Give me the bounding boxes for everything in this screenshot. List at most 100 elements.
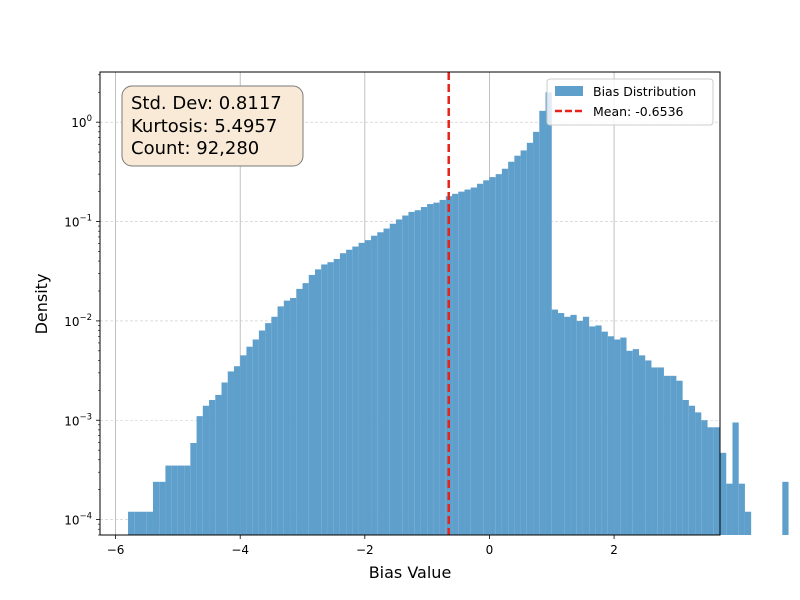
histogram-bar — [701, 420, 708, 535]
histogram-bar — [395, 219, 403, 535]
histogram-bar — [271, 316, 278, 535]
y-axis-title: Density — [32, 274, 51, 335]
legend: Bias Distribution Mean: -0.6536 — [546, 78, 714, 126]
histogram-bar — [177, 465, 185, 535]
histogram-bar — [414, 210, 421, 535]
histogram-bar — [526, 142, 534, 536]
histogram-bar — [508, 161, 515, 535]
histogram-bar — [695, 412, 702, 535]
x-tick-label: −4 — [231, 543, 249, 557]
histogram-bar — [277, 306, 284, 535]
histogram-bar — [476, 183, 484, 535]
histogram-bar — [333, 258, 340, 535]
histogram-bar — [258, 330, 266, 535]
histogram-bar — [364, 240, 372, 535]
histogram-bar — [427, 204, 434, 536]
histogram-bar — [638, 355, 646, 535]
stats-count: Count: 92,280 — [131, 138, 259, 159]
y-tick-label: 10−3 — [64, 412, 92, 428]
histogram-bar — [146, 511, 153, 535]
plot-frame — [99, 71, 721, 536]
histogram-bar — [551, 309, 558, 535]
histogram-bar — [240, 355, 247, 535]
histogram-bar — [707, 427, 714, 535]
histogram-bar — [458, 191, 465, 535]
histogram-bar — [439, 199, 446, 535]
stats-box-background — [121, 85, 304, 167]
histogram-bar — [209, 399, 216, 535]
histogram-bar — [327, 262, 334, 535]
histogram-bar — [470, 187, 477, 536]
histogram-bar — [215, 394, 222, 535]
histogram-bar — [657, 367, 664, 535]
histogram-bar — [601, 331, 608, 535]
histogram-bar — [632, 349, 639, 535]
histogram-bar — [265, 323, 272, 535]
histogram-bar — [595, 325, 602, 535]
histogram-bar — [676, 380, 683, 535]
y-tick-label: 10−2 — [64, 313, 92, 329]
histogram-bar — [539, 110, 546, 535]
histogram-bar — [738, 483, 745, 535]
histogram-bar — [321, 264, 328, 535]
histogram-bar — [202, 405, 210, 535]
histogram-bar — [352, 246, 359, 535]
histogram-bar — [408, 211, 415, 536]
histogram-bar — [514, 155, 521, 535]
stats-kurtosis: Kurtosis: 5.4957 — [131, 116, 277, 137]
histogram-bar — [570, 314, 577, 535]
histogram-bar — [371, 235, 378, 535]
histogram-bar — [184, 465, 191, 535]
histogram-bar — [651, 367, 658, 535]
histogram-bar — [190, 443, 197, 535]
histogram-bar — [171, 465, 178, 535]
histogram-bar — [346, 249, 353, 535]
y-tick-label: 10−1 — [64, 214, 92, 230]
histogram-bar — [433, 202, 440, 536]
legend-swatch-bias-distribution — [555, 86, 583, 96]
histogram-bar — [589, 326, 596, 535]
histogram-bar — [520, 150, 527, 535]
histogram-bar — [626, 350, 633, 535]
histogram-bar — [314, 269, 322, 535]
legend-frame — [546, 78, 714, 126]
histogram-bar — [233, 366, 241, 535]
histogram-bar — [557, 313, 565, 535]
histogram-bar — [402, 215, 409, 535]
histogram-bar — [165, 465, 172, 535]
histogram-bar — [283, 300, 291, 535]
histogram-bar — [308, 274, 315, 535]
histogram-bar — [128, 511, 135, 535]
histogram-bar — [290, 298, 297, 535]
histogram-bar — [140, 511, 147, 535]
x-tick-label: 2 — [610, 543, 618, 557]
histogram-bar — [464, 189, 471, 535]
histogram-bar — [582, 316, 590, 535]
histogram-bar — [726, 483, 733, 535]
histogram-bar — [495, 174, 502, 536]
histogram-bar — [389, 223, 396, 535]
histogram-bar — [713, 427, 720, 535]
histogram-bar — [744, 511, 752, 535]
histogram-bar — [377, 232, 384, 535]
legend-label-mean: Mean: -0.6536 — [593, 104, 684, 119]
histogram-bar — [607, 336, 615, 535]
histogram-bar — [688, 405, 696, 535]
histogram-bar — [720, 452, 727, 535]
histogram-bar — [663, 375, 671, 535]
histogram-bar — [452, 193, 459, 535]
histogram-bar — [670, 375, 677, 535]
x-axis-ticks: −6 −4 −2 0 2 — [107, 535, 618, 557]
histogram-bar — [134, 511, 141, 535]
histogram-bar — [358, 242, 365, 535]
histogram-bar — [152, 481, 160, 535]
x-axis-title: Bias Value — [369, 563, 452, 582]
histogram-bar — [420, 207, 428, 535]
histogram-bar — [227, 371, 234, 535]
histogram-bar — [246, 346, 253, 535]
histogram-bar — [576, 320, 583, 535]
histogram-bar — [196, 416, 203, 535]
stats-box: Std. Dev: 0.8117 Kurtosis: 5.4957 Count:… — [121, 85, 304, 167]
histogram-bar — [296, 288, 303, 535]
